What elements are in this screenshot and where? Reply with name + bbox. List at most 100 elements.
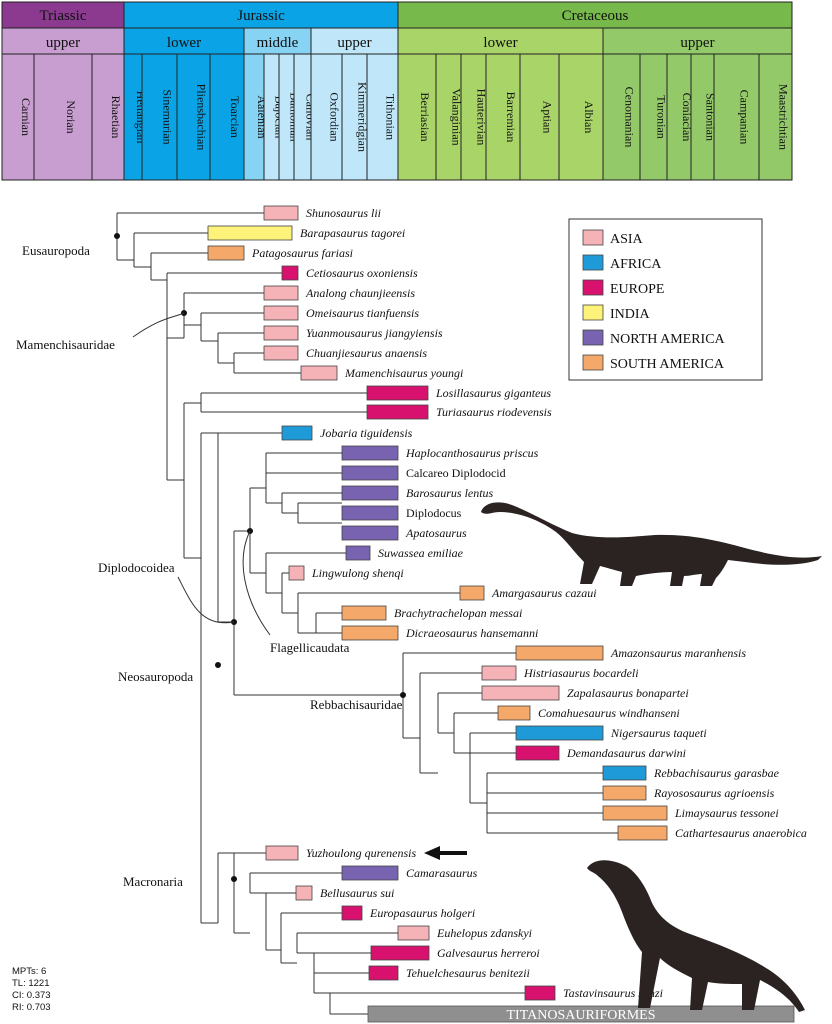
legend-swatch [582,304,604,321]
taxon-label: Histriasaurus bocardeli [523,666,639,680]
range-bar [263,325,299,341]
range-bar [341,625,399,641]
legend-box [568,218,763,381]
period-label: Triassic [40,8,87,24]
clade-label: Flagellicaudata [270,640,350,655]
taxon-label: Cetiosaurus oxoniensis [306,266,418,280]
taxon-label: Haplocanthosaurus priscus [405,446,539,460]
taxon-label: Yuzhoulong qurenensis [306,846,416,860]
taxon-label: Shunosaurus lii [306,206,381,220]
taxon-label: Cathartesaurus anaerobica [675,826,807,840]
legend-label: EUROPE [610,282,664,297]
range-bar [207,245,245,261]
taxon-label: Patagosaurus fariasi [251,246,353,260]
stage-cell [209,53,245,181]
tree-stat: TL: 1221 [12,978,50,989]
legend-swatch [582,329,604,346]
clade-label: Rebbachisauridae [310,697,403,712]
taxon-label: Galvesaurus herreroi [437,946,540,960]
titanosauriformes-label: TITANOSAURIFORMES [506,1008,655,1023]
clade-leader [177,576,235,624]
taxon-labels: Shunosaurus lii Barapasaurus tagorei Patag… [251,206,807,1023]
clade-labels: Eusauropoda Mamenchisauridae Diplodocoidea… [16,243,403,889]
legend-label: SOUTH AMERICA [610,357,725,372]
range-bar [263,345,299,361]
range-bar [345,545,371,561]
taxon-label: Losillasaurus giganteus [435,386,551,400]
range-bar [263,205,299,221]
clade-label: Mamenchisauridae [16,337,115,352]
stage-cell [1,53,35,181]
legend-label: NORTH AMERICA [610,332,726,347]
range-bar [497,705,531,721]
epoch-cell [243,27,312,55]
taxon-label: Bellusaurus sui [320,886,394,900]
taxon-label: Diplodocus [406,506,462,520]
range-bar [459,585,485,601]
stage-cell [558,53,604,181]
stage-label: Kimmeridgian [356,82,370,152]
range-bar [515,725,604,741]
range-bar [370,945,430,961]
taxon-label: Amargasaurus cazaui [491,586,597,600]
stage-cell [33,53,93,181]
range-bar [524,985,556,1001]
taxon-label: Nigersaurus taqueti [610,726,707,740]
epoch-label: upper [337,35,371,51]
taxon-label: Turiasaurus riodevensis [436,405,552,419]
legend-swatch [582,229,604,246]
legend-swatch [582,279,604,296]
range-bar [602,765,647,781]
range-bar [341,505,399,521]
taxon-label: Mamenchisaurus youngi [344,366,463,380]
range-bar [341,865,399,881]
legend-swatch [582,254,604,271]
range-bar [341,445,399,461]
taxon-label: Euhelopus zdanskyi [436,926,532,940]
period-cell [1,1,125,29]
range-bar [263,305,299,321]
epoch-label: lower [167,35,201,51]
geologic-timescale-header: Triassic Jurassic Cretaceous upper lower midd… [1,1,793,181]
taxon-label: Chuanjiesaurus anaensis [306,346,427,360]
taxon-label: Barapasaurus tagorei [300,226,405,240]
titanosauriformes-bar [367,1005,795,1023]
range-bar [617,825,668,841]
stage-cell [141,53,178,181]
epoch-label: upper [46,35,80,51]
stage-label: Sinemurian [161,89,175,144]
stage-label: Albian [582,101,596,134]
taxon-label: Brachytrachelopan messai [394,606,522,620]
stage-label: Norian [64,100,78,133]
region-legend: ASIA AFRICA EUROPE INDIA NORTH AMERICA SOUTH … [568,218,763,381]
clade-node [215,662,221,668]
clade-label: Diplodocoidea [98,560,175,575]
stage-cell [460,53,487,181]
taxon-label: Demandasaurus darwini [566,746,686,760]
tree-stat: MPTs: 6 [12,966,46,977]
range-bar [341,905,363,921]
epoch-label: middle [257,35,299,51]
period-label: Cretaceous [562,8,629,24]
clade-node [114,233,120,239]
stage-label: Tithonian [384,94,398,140]
range-bar [368,965,399,981]
stage-label: Maastrichtian [777,84,791,150]
range-bar [265,845,299,861]
epoch-label: upper [680,35,714,51]
stage-cell [435,53,462,181]
stage-cell [666,53,692,181]
stage-label: Barremian [504,92,518,143]
legend-label: ASIA [610,232,644,247]
taxon-label: Lingwulong shenqi [311,566,404,580]
taxon-label: Camarasaurus [406,866,478,880]
clade-node [231,876,237,882]
tree-stat: RI: 0.703 [12,1002,51,1013]
range-bar [341,605,387,621]
clade-label: Macronaria [123,874,183,889]
tree-stat: CI: 0.373 [12,990,51,1001]
range-bar [602,805,668,821]
range-bar [366,404,429,420]
taxon-label: Amazonsaurus maranhensis [610,646,746,660]
